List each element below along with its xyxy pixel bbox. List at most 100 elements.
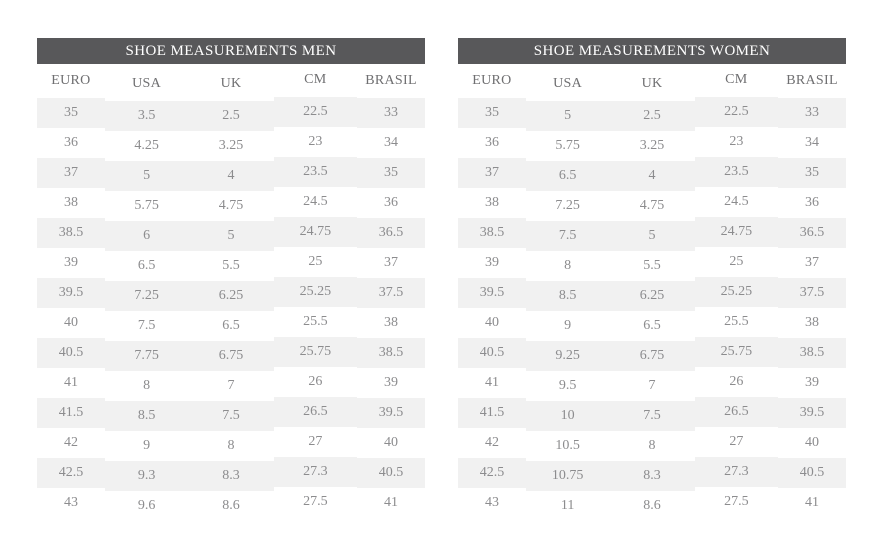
header-row: EURO USA UK CM BRASIL <box>458 64 846 98</box>
table-cell: 7.25 <box>134 288 159 303</box>
table-cell: 36 <box>384 195 399 210</box>
column-header-uk: UK <box>641 76 663 91</box>
table-cell: 10.75 <box>551 468 584 483</box>
table-cell: 26.5 <box>724 404 749 419</box>
table-cell: 36 <box>63 135 78 150</box>
table-cell: 39 <box>384 375 399 390</box>
table-cell: 8.6 <box>222 498 240 513</box>
table-cell: 42 <box>63 435 78 450</box>
table-cell: 37.5 <box>378 285 404 300</box>
column-header-usa: USA <box>132 76 162 91</box>
table-cell: 4.75 <box>639 198 665 213</box>
table-cell: 6.5 <box>222 318 240 333</box>
table-row: 40 7.5 6.5 25.5 38 <box>37 308 425 338</box>
table-cell: 5 <box>143 168 151 183</box>
table-cell: 22.5 <box>303 104 328 119</box>
table-cell: 11 <box>560 498 575 513</box>
women-table-header: EURO USA UK CM BRASIL <box>458 64 846 98</box>
table-cell: 40 <box>805 435 820 450</box>
column-header-euro: EURO <box>51 73 91 88</box>
table-cell: 6 <box>143 228 151 243</box>
table-cell: 40.5 <box>799 465 825 480</box>
table-cell: 33 <box>805 105 820 120</box>
table-cell: 23 <box>308 134 323 149</box>
table-cell: 2.5 <box>222 108 240 123</box>
table-row: 38.5 6 5 24.75 36.5 <box>37 218 425 248</box>
table-row: 41.5 10 7.5 26.5 39.5 <box>458 398 846 428</box>
table-row: 37 6.5 4 23.5 35 <box>458 158 846 188</box>
men-table-header: EURO USA UK CM BRASIL <box>37 64 425 98</box>
table-row: 40.5 7.75 6.75 25.75 38.5 <box>37 338 425 368</box>
table-cell: 7.75 <box>134 348 159 363</box>
table-cell: 41.5 <box>58 405 84 420</box>
table-cell: 36 <box>484 135 499 150</box>
column-header-brasil: BRASIL <box>786 73 838 88</box>
table-cell: 27.3 <box>724 464 749 479</box>
table-cell: 7 <box>227 378 235 393</box>
men-table-title: SHOE MEASUREMENTS MEN <box>37 38 425 64</box>
table-cell: 40.5 <box>58 345 84 360</box>
table-cell: 7.5 <box>643 408 661 423</box>
table-row: 42 10.5 8 27 40 <box>458 428 846 458</box>
table-cell: 5.75 <box>134 198 159 213</box>
column-header-brasil: BRASIL <box>365 73 417 88</box>
table-cell: 10 <box>560 408 575 423</box>
table-row: 35 5 2.5 22.5 33 <box>458 98 846 128</box>
table-row: 36 5.75 3.25 23 34 <box>458 128 846 158</box>
table-cell: 8.6 <box>643 498 661 513</box>
table-cell: 7.5 <box>222 408 240 423</box>
table-cell: 41 <box>63 375 78 390</box>
table-cell: 8.5 <box>558 288 577 303</box>
table-cell: 3.25 <box>218 138 244 153</box>
table-row: 39.5 8.5 6.25 25.25 37.5 <box>458 278 846 308</box>
table-cell: 43 <box>63 495 78 510</box>
table-cell: 37 <box>805 255 820 270</box>
table-cell: 3.5 <box>137 108 156 123</box>
table-cell: 24.5 <box>724 194 749 209</box>
table-cell: 37 <box>484 165 499 180</box>
table-cell: 9.6 <box>137 498 156 513</box>
table-cell: 9.3 <box>137 468 156 483</box>
table-cell: 40.5 <box>479 345 505 360</box>
table-cell: 23.5 <box>724 164 749 179</box>
table-cell: 7.5 <box>558 228 577 243</box>
table-cell: 5 <box>648 228 656 243</box>
table-cell: 36.5 <box>799 225 825 240</box>
table-cell: 23.5 <box>303 164 328 179</box>
table-cell: 40 <box>384 435 399 450</box>
table-row: 38 7.25 4.75 24.5 36 <box>458 188 846 218</box>
table-cell: 25.5 <box>303 314 328 329</box>
men-table-body: 35 3.5 2.5 22.5 33 36 4.25 3.25 23 34 37 5 4 23.5 35 38… <box>37 98 425 518</box>
table-cell: 39 <box>63 255 78 270</box>
header-row: EURO USA UK CM BRASIL <box>37 64 425 98</box>
table-cell: 26 <box>729 374 744 389</box>
table-cell: 5.75 <box>555 138 580 153</box>
table-cell: 25.5 <box>724 314 749 329</box>
table-cell: 37.5 <box>799 285 825 300</box>
table-cell: 7.25 <box>555 198 580 213</box>
table-cell: 37 <box>384 255 399 270</box>
table-cell: 25.75 <box>299 344 332 359</box>
table-cell: 40 <box>484 315 499 330</box>
men-size-table: SHOE MEASUREMENTS MEN EURO USA UK CM BRASIL … <box>37 38 425 518</box>
table-row: 37 5 4 23.5 35 <box>37 158 425 188</box>
table-cell: 3.25 <box>639 138 665 153</box>
table-cell: 26 <box>308 374 323 389</box>
table-cell: 4 <box>227 168 235 183</box>
table-cell: 36 <box>805 195 820 210</box>
table-row: 43 9.6 8.6 27.5 41 <box>37 488 425 518</box>
table-row: 36 4.25 3.25 23 34 <box>37 128 425 158</box>
table-cell: 7.5 <box>137 318 156 333</box>
table-cell: 24.75 <box>299 224 332 239</box>
table-cell: 35 <box>63 105 78 120</box>
table-cell: 41 <box>805 495 820 510</box>
women-size-table: SHOE MEASUREMENTS WOMEN EURO USA UK CM BRASI… <box>458 38 846 518</box>
table-cell: 39 <box>484 255 499 270</box>
column-header-usa: USA <box>553 76 583 91</box>
table-row: 42.5 10.75 8.3 27.3 40.5 <box>458 458 846 488</box>
table-cell: 8 <box>648 438 656 453</box>
table-row: 43 11 8.6 27.5 41 <box>458 488 846 518</box>
table-row: 38 5.75 4.75 24.5 36 <box>37 188 425 218</box>
table-cell: 24.5 <box>303 194 328 209</box>
